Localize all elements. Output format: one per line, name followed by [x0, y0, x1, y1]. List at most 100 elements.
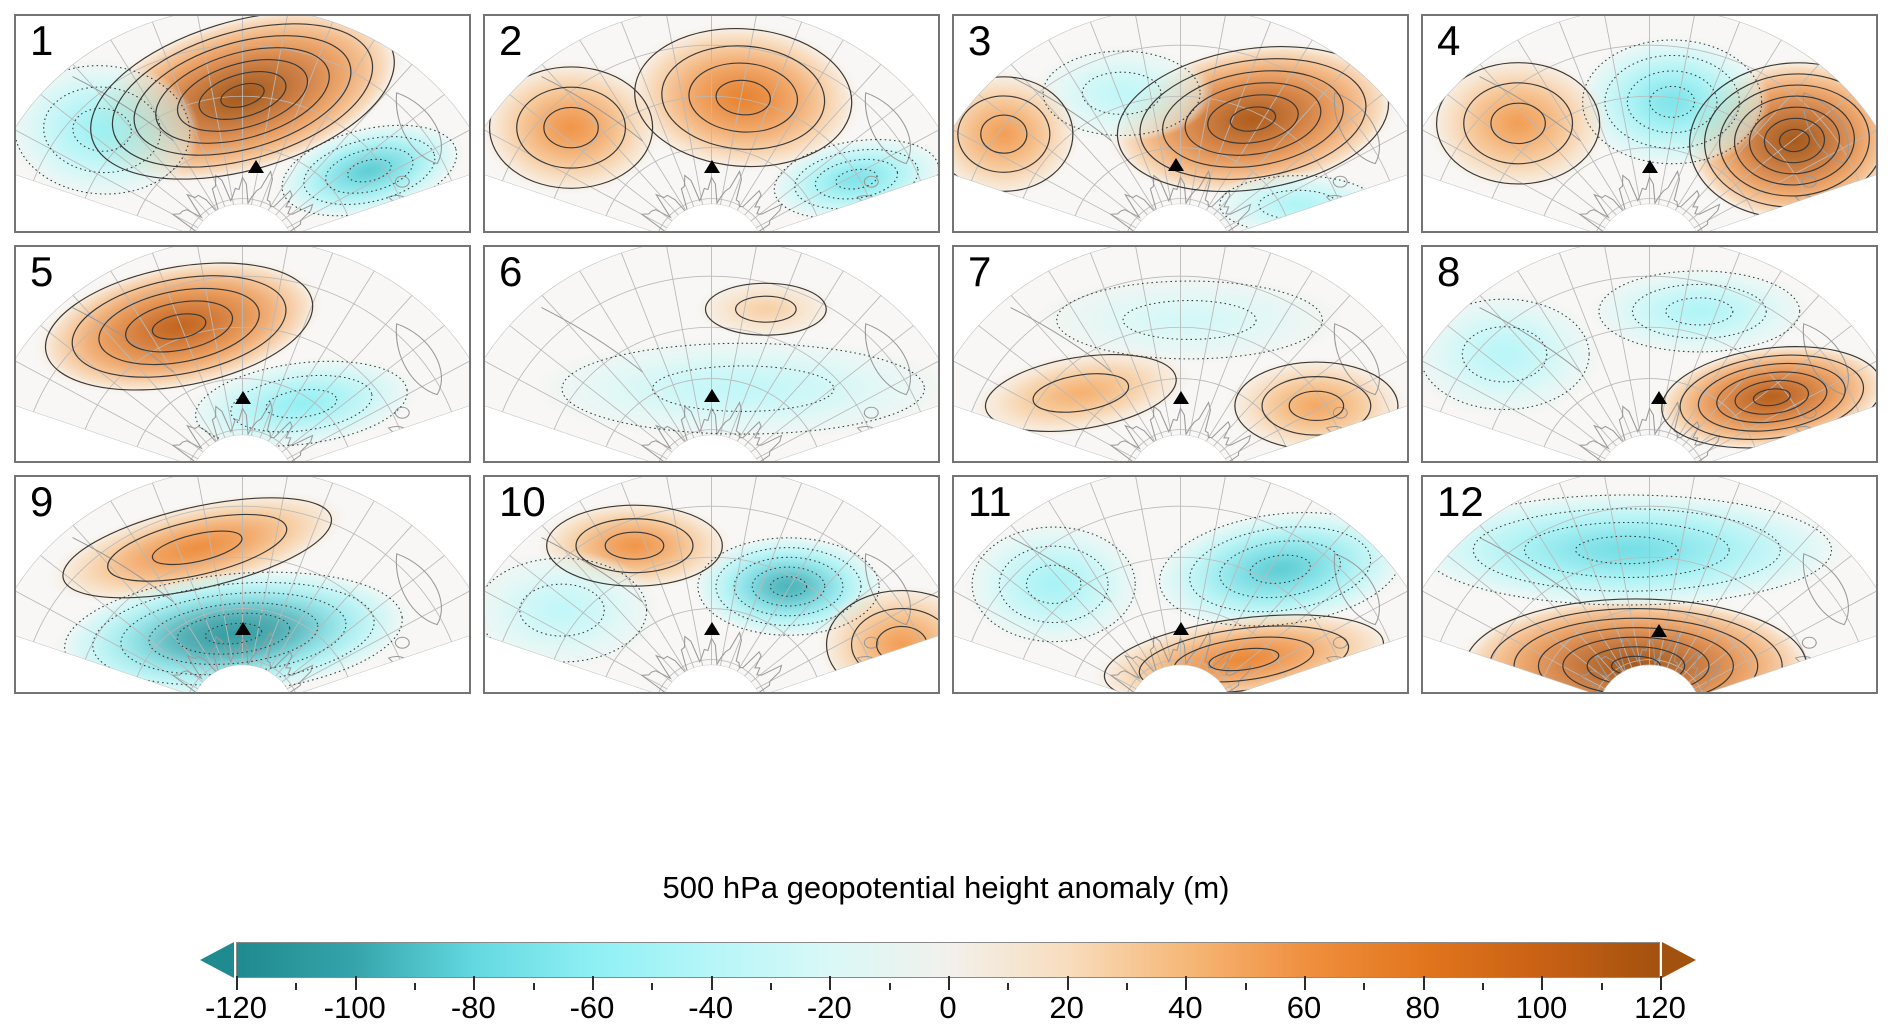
map-panel[interactable]: 11 [952, 475, 1409, 694]
panel-number-label: 4 [1437, 17, 1461, 64]
colorbar-minor-tick [414, 983, 416, 990]
colorbar-extend-low-arrow-icon [200, 942, 234, 978]
panel-number-label: 5 [30, 247, 54, 295]
panel-number-label: 2 [499, 17, 523, 64]
negative-contour-set [1423, 494, 1833, 606]
colorbar[interactable] [200, 942, 1700, 978]
negative-anomaly-shading [1035, 274, 1345, 365]
anomaly-map [1423, 16, 1876, 231]
positive-anomaly-shading [695, 278, 837, 339]
station-marker-triangle-icon [703, 621, 720, 635]
map-canvas [954, 246, 1407, 462]
map-panel[interactable]: 5 [14, 244, 471, 464]
positive-contour-set [1116, 46, 1390, 193]
map-panel[interactable]: 7 [952, 244, 1409, 464]
map-panel[interactable]: 2 [483, 14, 940, 233]
station-marker-triangle-icon [1172, 621, 1189, 635]
positive-anomaly-shading [46, 492, 348, 604]
map-panel[interactable]: 3 [952, 14, 1409, 233]
anomaly-map [954, 246, 1407, 462]
colorbar-minor-tick [1600, 983, 1603, 990]
positive-contour-set [704, 282, 827, 336]
positive-contour-set [62, 497, 333, 599]
panel-number-label: 3 [968, 17, 992, 64]
map-panel[interactable]: 8 [1421, 244, 1878, 464]
station-marker-triangle-icon [1650, 623, 1667, 637]
colorbar-minor-tick [1482, 983, 1484, 990]
negative-anomaly-shading [962, 520, 1145, 649]
map-panel[interactable]: 10 [483, 475, 940, 694]
colorbar-major-tick [592, 976, 594, 990]
negative-anomaly-shading [1423, 290, 1603, 418]
negative-contour-set [485, 558, 648, 663]
panel-number-label: 11 [968, 478, 1012, 526]
map-canvas [485, 16, 938, 231]
anomaly-map [16, 477, 469, 692]
map-panel[interactable]: 12 [1421, 475, 1878, 694]
positive-contour-set [1435, 62, 1601, 185]
anomaly-map [1423, 246, 1876, 462]
panel-number-label: 10 [499, 478, 546, 526]
positive-contour-set [954, 76, 1074, 192]
anomaly-map [16, 16, 469, 231]
colorbar-ticks [236, 976, 1662, 990]
colorbar-tick-label: 0 [939, 990, 957, 1025]
map-canvas [16, 246, 469, 462]
colorbar-minor-tick [1244, 983, 1247, 990]
colorbar-tick-label: -20 [806, 990, 852, 1025]
colorbar-tick-label: 100 [1515, 990, 1568, 1025]
panel-number-label: 8 [1437, 247, 1461, 295]
positive-contour-set [44, 262, 314, 391]
station-marker-triangle-icon [1167, 158, 1184, 172]
colorbar-body[interactable] [236, 942, 1660, 978]
positive-contour-set [984, 353, 1177, 432]
colorbar-extend-high-arrow-icon [1662, 942, 1696, 978]
colorbar-major-tick [1541, 976, 1544, 990]
anomaly-map [1423, 477, 1876, 692]
colorbar-tick-label: 120 [1634, 990, 1686, 1025]
positive-anomaly-shading [34, 257, 324, 395]
positive-anomaly-shading [1426, 55, 1610, 191]
colorbar-tick-label: 40 [1168, 990, 1203, 1025]
colorbar-minor-tick [888, 983, 891, 990]
panel-number-label: 1 [30, 17, 54, 64]
positive-anomaly-shading [1225, 356, 1407, 455]
station-marker-triangle-icon [703, 388, 720, 402]
anomaly-map [485, 16, 938, 231]
panel-number-label: 12 [1437, 478, 1484, 526]
colorbar-minor-tick [1363, 983, 1366, 990]
colorbar-major-tick [948, 976, 950, 990]
map-panel[interactable]: 9 [14, 475, 471, 694]
positive-contour-set [546, 504, 723, 588]
anomaly-map [16, 246, 469, 462]
colorbar-major-tick [1185, 976, 1188, 990]
colorbar-tick-label: -80 [450, 990, 496, 1025]
map-panel[interactable]: 4 [1421, 14, 1878, 233]
map-canvas [954, 16, 1407, 231]
colorbar-title: 500 hPa geopotential height anomaly (m) [662, 870, 1230, 905]
colorbar-tick-label: -120 [204, 990, 268, 1025]
colorbar-minor-tick [770, 983, 772, 990]
anomaly-map [954, 16, 1407, 231]
panel-number-label: 6 [499, 247, 523, 295]
station-marker-triangle-icon [1172, 390, 1189, 404]
map-canvas [485, 477, 938, 692]
colorbar-major-tick [829, 976, 832, 990]
positive-contour-set [488, 66, 654, 189]
colorbar-major-tick [1066, 976, 1069, 990]
colorbar-minor-tick [1007, 983, 1010, 990]
colorbar-major-tick [710, 976, 713, 990]
station-marker-triangle-icon [1650, 390, 1667, 404]
anomaly-map [485, 477, 938, 692]
colorbar-major-tick [473, 976, 476, 990]
map-canvas [1423, 477, 1876, 692]
station-marker-triangle-icon [234, 390, 251, 404]
colorbar-major-tick [1304, 976, 1306, 990]
negative-anomaly-shading [1586, 265, 1812, 357]
map-canvas [954, 477, 1407, 692]
map-panel[interactable]: 1 [14, 14, 471, 233]
map-panel[interactable]: 6 [483, 244, 940, 464]
colorbar-major-tick [354, 976, 357, 990]
anomaly-map [954, 477, 1407, 692]
